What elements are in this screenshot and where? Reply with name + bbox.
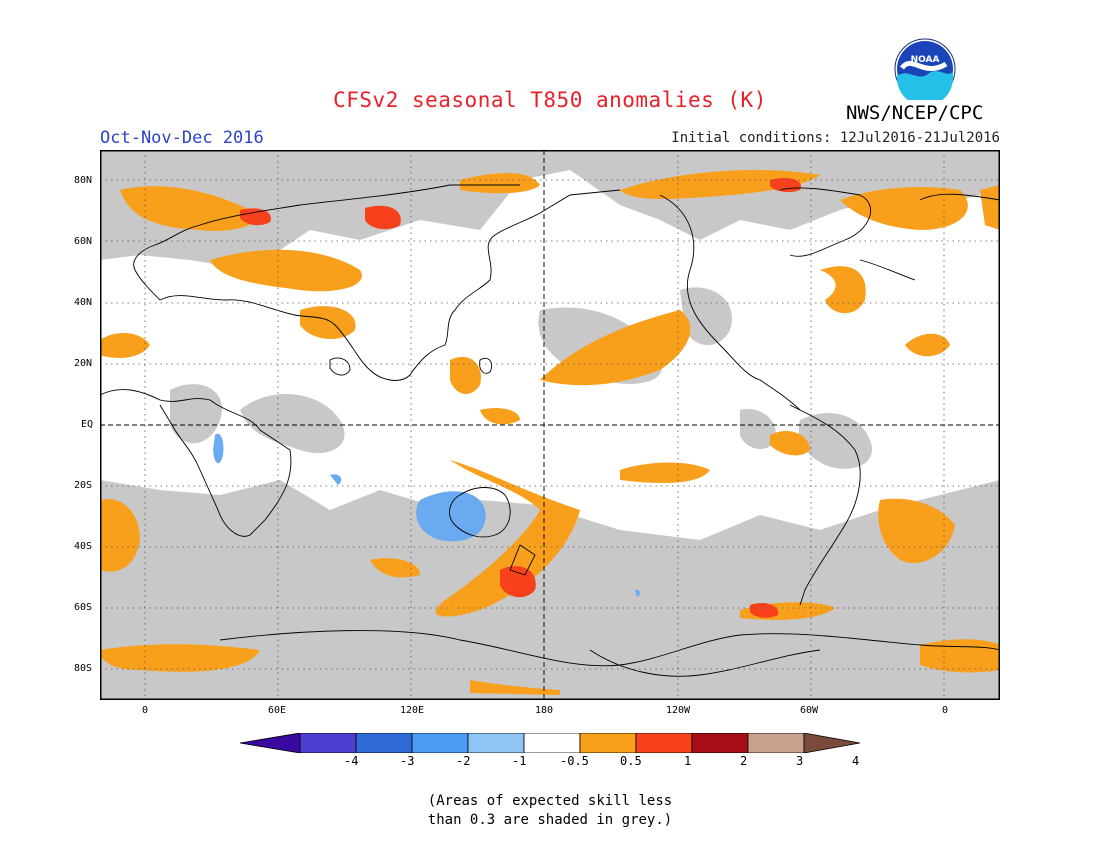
skill-note-line-2: than 0.3 are shaded in grey.)	[427, 812, 673, 828]
lon-label: 120W	[666, 705, 691, 716]
season-label: Oct-Nov-Dec 2016	[100, 128, 264, 148]
chart-title: CFSv2 seasonal T850 anomalies (K)	[333, 88, 767, 112]
legend-color-box	[523, 733, 581, 753]
legend-color-box	[355, 733, 413, 753]
legend-tick-label: -1	[512, 754, 527, 768]
lon-label: 180	[535, 705, 554, 716]
lat-label: 20S	[74, 480, 93, 491]
warm-anomaly-areas	[100, 170, 1000, 695]
legend-tick-label: -0.5	[560, 754, 589, 768]
legend-tick-label: -4	[344, 754, 359, 768]
legend-color-box	[579, 733, 637, 753]
lat-label: 60N	[74, 236, 93, 247]
lat-label: 60S	[74, 602, 93, 613]
lon-label: 0	[142, 705, 149, 716]
lon-label: 60E	[268, 705, 287, 716]
skill-note: (Areas of expected skill less than 0.3 a…	[0, 792, 1100, 830]
legend-color-box	[411, 733, 469, 753]
lat-label: 80N	[74, 175, 93, 186]
lat-label: 40N	[74, 297, 93, 308]
legend-color-box	[467, 733, 525, 753]
legend-color-box	[299, 733, 357, 753]
legend-tick-label: 4	[852, 754, 860, 768]
legend-arrow-high	[803, 733, 860, 753]
legend-color-box	[635, 733, 693, 753]
skill-note-line-1: (Areas of expected skill less	[427, 793, 673, 809]
agency-label: NWS/NCEP/CPC	[846, 102, 984, 124]
anomaly-map	[100, 150, 1000, 700]
legend-tick-label: 3	[796, 754, 804, 768]
color-legend-bar	[240, 733, 860, 753]
noaa-logo-icon: NOAA	[894, 38, 956, 100]
lon-label: 120E	[400, 705, 425, 716]
legend-tick-label: 2	[740, 754, 748, 768]
equator-dateline	[100, 150, 1000, 700]
legend-arrow-low	[240, 733, 301, 753]
legend-color-box	[691, 733, 749, 753]
lat-label: EQ	[81, 419, 94, 430]
legend-tick-label: 0.5	[620, 754, 642, 768]
legend-tick-label: -3	[400, 754, 415, 768]
lon-label: 60W	[800, 705, 819, 716]
legend-tick-label: 1	[684, 754, 692, 768]
lat-label: 20N	[74, 358, 93, 369]
lat-label: 40S	[74, 541, 93, 552]
cool-anomaly-areas	[213, 433, 640, 597]
map-frame	[100, 150, 1000, 700]
initial-conditions-label: Initial conditions: 12Jul2016-21Jul2016	[671, 130, 1000, 146]
legend-color-box	[747, 733, 805, 753]
coastlines	[100, 184, 1000, 677]
svg-text:NOAA: NOAA	[911, 55, 940, 65]
lon-label: 0	[942, 705, 949, 716]
strong-warm-anomaly-areas	[240, 178, 801, 618]
lat-label: 80S	[74, 663, 93, 674]
legend-tick-label: -2	[456, 754, 471, 768]
